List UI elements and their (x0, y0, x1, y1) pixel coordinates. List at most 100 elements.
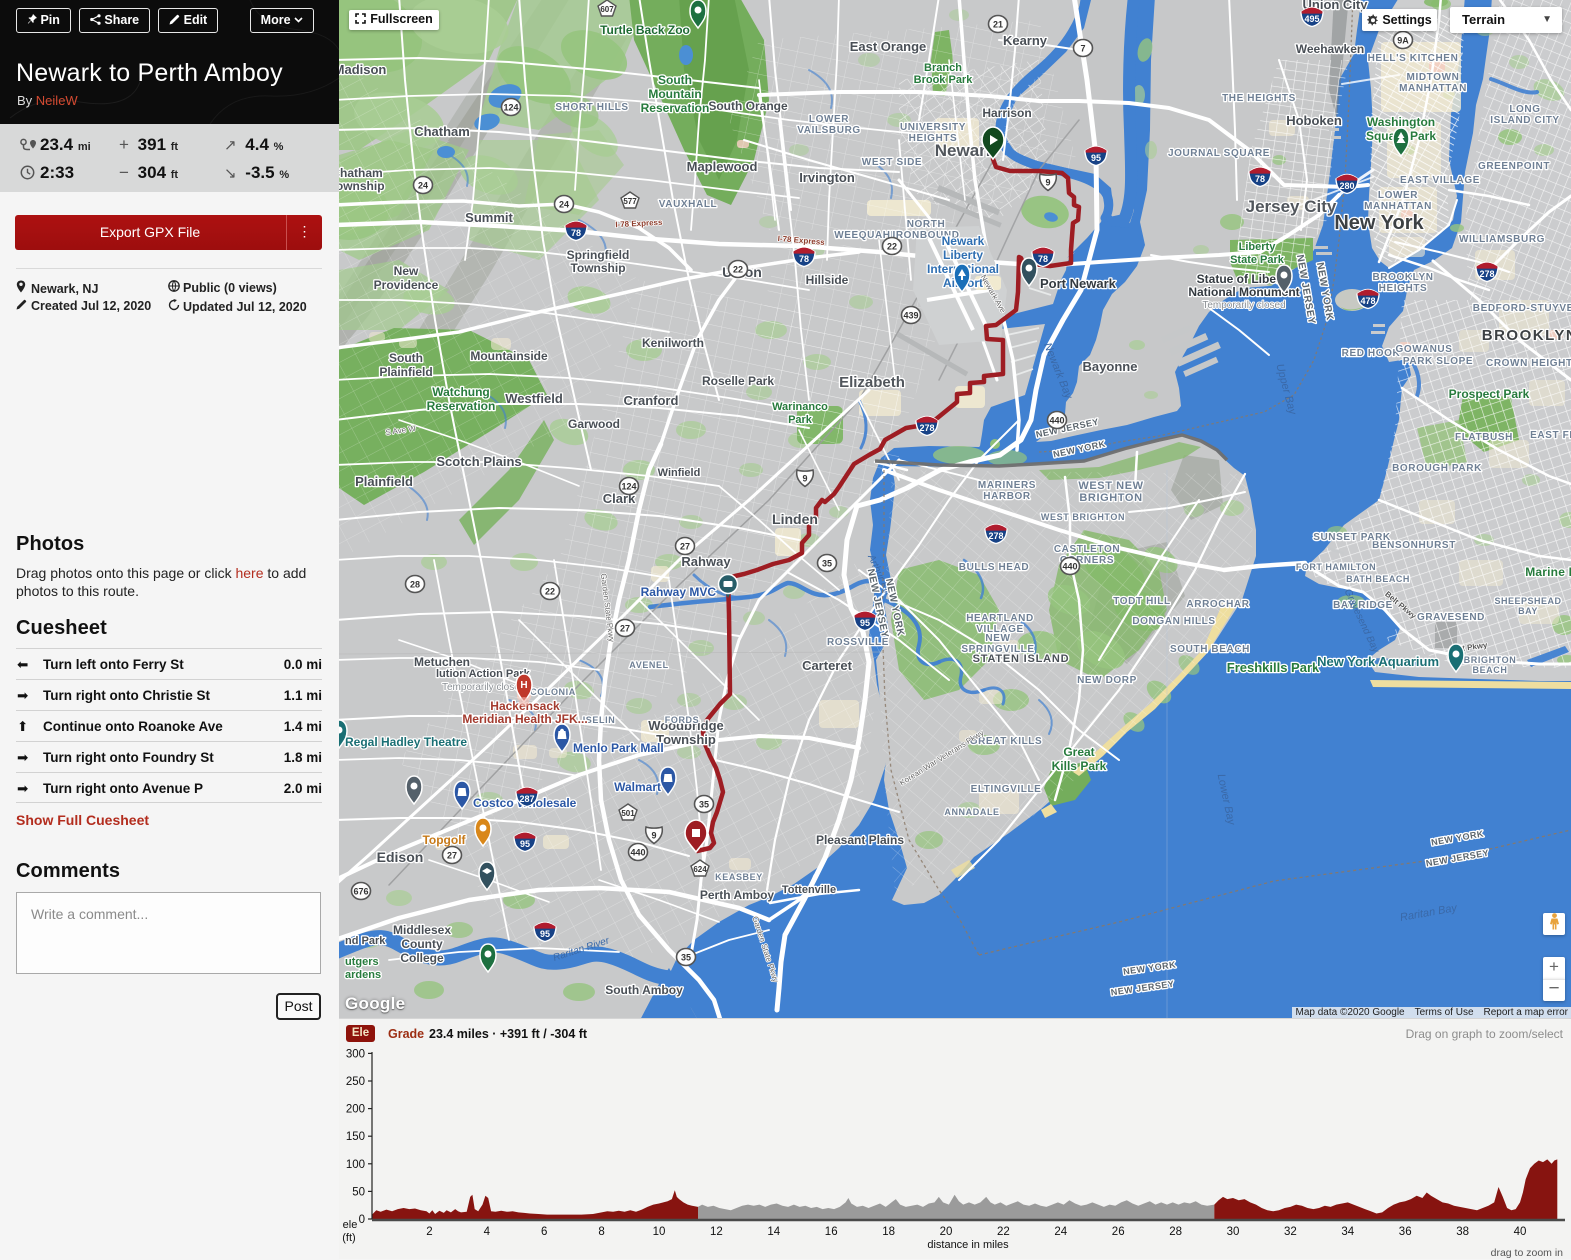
svg-text:Mountain: Mountain (648, 87, 701, 101)
svg-text:New: New (394, 264, 419, 278)
svg-text:VILLAGE: VILLAGE (976, 624, 1024, 635)
svg-text:150: 150 (346, 1131, 365, 1143)
svg-text:WILLIAMSBURG: WILLIAMSBURG (1459, 234, 1545, 245)
svg-text:Township: Township (656, 732, 716, 747)
svg-text:Turtle Back Zoo: Turtle Back Zoo (600, 23, 690, 37)
svg-text:607: 607 (600, 5, 614, 14)
svg-text:LONG: LONG (1509, 104, 1540, 115)
svg-text:UNIVERSITY: UNIVERSITY (900, 122, 966, 133)
svg-text:Linden: Linden (772, 511, 818, 527)
svg-text:WEST NEW: WEST NEW (1078, 480, 1143, 492)
svg-text:NORTH: NORTH (907, 219, 946, 230)
svg-text:Woodbridge: Woodbridge (648, 718, 724, 733)
svg-text:BROOKLYN: BROOKLYN (1372, 272, 1433, 283)
svg-text:Winfield: Winfield (658, 467, 701, 479)
svg-text:AVENEL: AVENEL (629, 660, 668, 670)
svg-text:Watchung: Watchung (432, 385, 490, 399)
svg-text:BATH BEACH: BATH BEACH (1346, 574, 1410, 584)
svg-text:30: 30 (1227, 1226, 1240, 1238)
svg-text:278: 278 (1479, 269, 1494, 279)
svg-text:78: 78 (1038, 254, 1048, 264)
svg-text:FORDS: FORDS (665, 715, 700, 725)
svg-text:24: 24 (418, 181, 428, 191)
svg-text:GOWANUS: GOWANUS (1396, 344, 1453, 355)
svg-text:National Monument: National Monument (1188, 285, 1299, 299)
svg-text:278: 278 (988, 531, 1003, 541)
svg-text:SHEEPSHEAD: SHEEPSHEAD (1494, 596, 1561, 606)
svg-text:HARBOR: HARBOR (983, 491, 1031, 502)
svg-text:24: 24 (1054, 1226, 1067, 1238)
svg-text:MIDTOWN: MIDTOWN (1407, 72, 1460, 83)
svg-text:State Park: State Park (1230, 254, 1285, 266)
svg-text:14: 14 (767, 1226, 780, 1238)
svg-text:Meridian Health JFK...: Meridian Health JFK... (462, 712, 587, 726)
svg-text:10: 10 (653, 1226, 666, 1238)
svg-text:440: 440 (630, 848, 645, 858)
svg-text:Kearny: Kearny (1003, 33, 1048, 48)
svg-text:26: 26 (1112, 1226, 1125, 1238)
svg-text:College: College (400, 951, 444, 965)
svg-text:WEST SIDE: WEST SIDE (862, 157, 922, 168)
svg-text:HELL'S KITCHEN: HELL'S KITCHEN (1368, 53, 1459, 64)
svg-text:County: County (401, 937, 443, 951)
svg-text:9A: 9A (1397, 36, 1409, 46)
svg-text:24: 24 (559, 200, 569, 210)
svg-text:COLONIA: COLONIA (530, 687, 576, 697)
svg-text:ROSSVILLE: ROSSVILLE (827, 637, 889, 648)
svg-text:Freshkills Park: Freshkills Park (1227, 660, 1320, 675)
svg-text:27: 27 (447, 851, 457, 861)
svg-text:9: 9 (651, 830, 656, 840)
svg-text:Great: Great (1063, 745, 1094, 759)
svg-text:South: South (658, 73, 692, 87)
svg-text:GRAVESEND: GRAVESEND (1417, 612, 1485, 623)
svg-text:BAY: BAY (1518, 606, 1538, 616)
svg-text:Warinanco: Warinanco (772, 401, 828, 413)
svg-text:250: 250 (346, 1076, 365, 1088)
svg-text:Perth Amboy: Perth Amboy (700, 888, 775, 902)
svg-text:Roselle Park: Roselle Park (702, 374, 774, 388)
svg-text:Temporarily closed: Temporarily closed (1202, 300, 1285, 311)
svg-text:PARK SLOPE: PARK SLOPE (1403, 356, 1473, 367)
svg-text:BRIGHTON: BRIGHTON (1079, 492, 1142, 504)
svg-text:27: 27 (620, 624, 630, 634)
svg-text:9: 9 (1045, 177, 1050, 187)
svg-text:577: 577 (623, 197, 637, 206)
svg-text:300: 300 (346, 1048, 365, 1060)
svg-text:STATEN ISLAND: STATEN ISLAND (973, 653, 1070, 665)
svg-text:HEARTLAND: HEARTLAND (966, 613, 1034, 624)
svg-text:GREAT KILLS: GREAT KILLS (970, 736, 1043, 747)
svg-text:RED HOOK: RED HOOK (1342, 348, 1401, 359)
svg-text:78: 78 (799, 254, 809, 264)
svg-text:Metuchen: Metuchen (414, 655, 470, 669)
svg-text:Jersey City: Jersey City (1246, 197, 1337, 216)
svg-text:BENSONHURST: BENSONHURST (1372, 540, 1456, 551)
svg-text:Madison: Madison (339, 62, 386, 77)
svg-text:7: 7 (1080, 44, 1085, 54)
svg-text:32: 32 (1284, 1226, 1297, 1238)
svg-text:16: 16 (825, 1226, 838, 1238)
svg-text:Providence: Providence (374, 278, 439, 292)
svg-text:Bayonne: Bayonne (1083, 359, 1138, 374)
svg-text:nd Park: nd Park (345, 935, 386, 947)
svg-text:200: 200 (346, 1104, 365, 1116)
svg-text:440: 440 (1049, 416, 1064, 426)
svg-text:Prospect Park: Prospect Park (1449, 387, 1530, 401)
svg-text:2: 2 (426, 1226, 432, 1238)
svg-text:Mountainside: Mountainside (470, 349, 548, 363)
svg-text:9: 9 (802, 473, 807, 483)
svg-text:6: 6 (541, 1226, 547, 1238)
svg-text:ELTINGVILLE: ELTINGVILLE (971, 784, 1042, 795)
svg-text:280: 280 (1339, 181, 1354, 191)
svg-text:GREENPOINT: GREENPOINT (1478, 161, 1550, 172)
svg-text:22: 22 (733, 265, 743, 275)
svg-text:Topgolf: Topgolf (422, 833, 466, 847)
svg-text:Plainfield: Plainfield (379, 365, 432, 379)
svg-text:utgers: utgers (345, 956, 379, 968)
svg-text:287: 287 (519, 794, 534, 804)
svg-text:28: 28 (410, 580, 420, 590)
svg-text:676: 676 (353, 887, 368, 897)
svg-text:124: 124 (621, 482, 636, 492)
svg-text:35: 35 (699, 800, 709, 810)
svg-text:501: 501 (621, 809, 635, 818)
svg-text:VAILSBURG: VAILSBURG (797, 125, 861, 136)
